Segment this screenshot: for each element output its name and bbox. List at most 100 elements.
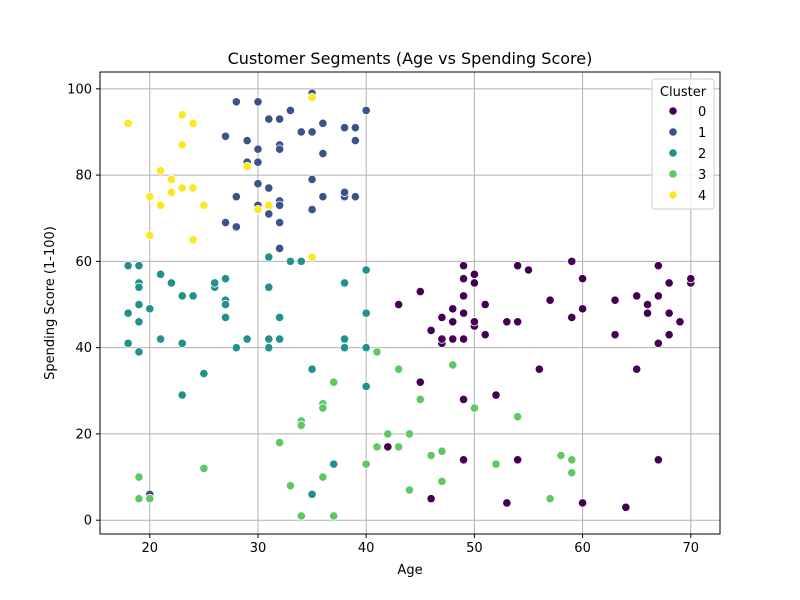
data-point xyxy=(145,230,155,241)
data-point xyxy=(653,338,663,348)
data-point xyxy=(372,347,382,357)
data-point xyxy=(394,364,404,374)
x-tick-label: 50 xyxy=(466,541,483,556)
data-point xyxy=(166,278,177,288)
data-point xyxy=(458,261,469,271)
data-point xyxy=(231,97,241,107)
data-point xyxy=(404,429,415,439)
data-point xyxy=(577,274,588,284)
data-point xyxy=(632,364,642,374)
y-tick-label: 100 xyxy=(67,82,92,97)
data-point xyxy=(155,200,166,210)
data-point xyxy=(383,442,393,452)
data-point xyxy=(350,192,360,202)
data-point xyxy=(177,338,187,348)
x-tick-label: 20 xyxy=(141,541,158,556)
data-point xyxy=(426,494,436,504)
legend-label: 1 xyxy=(698,126,706,141)
plot-frame xyxy=(99,71,721,535)
x-tick-label: 30 xyxy=(250,541,267,556)
data-point xyxy=(383,429,393,439)
data-point xyxy=(577,498,588,508)
data-point xyxy=(350,123,360,133)
data-point xyxy=(415,394,425,405)
data-point xyxy=(264,252,274,262)
data-point xyxy=(339,334,350,344)
data-point xyxy=(567,455,577,465)
data-point xyxy=(307,364,317,374)
data-point xyxy=(642,299,653,310)
data-point xyxy=(177,390,187,400)
data-point xyxy=(545,295,555,305)
data-point xyxy=(502,317,512,327)
data-point xyxy=(296,420,306,430)
legend-marker xyxy=(668,190,678,200)
data-point xyxy=(242,135,252,146)
data-point xyxy=(123,338,133,348)
y-tick-label: 40 xyxy=(75,341,92,356)
data-point xyxy=(480,330,490,340)
data-point xyxy=(361,308,371,318)
data-point xyxy=(220,131,231,141)
data-point xyxy=(242,161,252,172)
data-point xyxy=(513,412,523,422)
data-point xyxy=(275,200,285,210)
data-point xyxy=(469,403,479,413)
y-tick-label: 60 xyxy=(75,255,92,270)
series-4 xyxy=(123,92,317,262)
data-point xyxy=(513,261,523,271)
data-point xyxy=(285,481,296,491)
data-point xyxy=(307,205,317,215)
data-point xyxy=(415,377,425,387)
data-point xyxy=(242,334,252,344)
data-point xyxy=(318,403,328,413)
legend: Cluster 0 1 2 3 4 xyxy=(651,78,715,210)
data-point xyxy=(264,200,274,210)
data-point xyxy=(134,282,144,292)
data-point xyxy=(372,442,382,452)
data-points xyxy=(123,88,696,521)
data-point xyxy=(264,334,274,344)
data-point xyxy=(458,334,469,344)
data-point xyxy=(653,261,663,271)
data-point xyxy=(458,394,469,405)
chart-title: Customer Segments (Age vs Spending Score… xyxy=(228,49,593,68)
plot-background xyxy=(100,72,720,534)
data-point xyxy=(437,446,447,456)
data-point xyxy=(329,511,339,521)
data-point xyxy=(437,312,447,323)
data-point xyxy=(155,334,166,344)
data-point xyxy=(123,308,133,318)
data-point xyxy=(653,455,663,465)
data-point xyxy=(134,261,144,271)
data-point xyxy=(264,343,274,353)
data-point xyxy=(361,459,371,469)
data-point xyxy=(296,256,306,266)
data-point xyxy=(275,334,285,344)
data-point xyxy=(134,494,144,504)
data-point xyxy=(123,118,133,128)
data-point xyxy=(134,347,144,357)
data-point xyxy=(123,261,133,271)
data-point xyxy=(253,205,263,215)
data-point xyxy=(329,459,339,469)
x-axis-ticks: 20 30 40 50 60 70 xyxy=(141,534,699,556)
data-point xyxy=(285,256,296,266)
data-point xyxy=(155,166,166,176)
data-point xyxy=(480,299,490,310)
legend-title: Cluster xyxy=(660,85,707,100)
data-point xyxy=(275,437,285,448)
data-point xyxy=(253,157,263,167)
data-point xyxy=(188,183,198,193)
data-point xyxy=(610,330,620,340)
data-point xyxy=(491,459,501,469)
data-point xyxy=(361,343,371,353)
data-point xyxy=(664,278,674,288)
data-point xyxy=(166,187,177,197)
data-point xyxy=(199,368,209,379)
data-point xyxy=(275,144,285,154)
data-point xyxy=(307,489,317,499)
y-axis-label: Spending Score (1-100) xyxy=(43,226,58,380)
series-3 xyxy=(134,347,577,521)
data-point xyxy=(307,252,317,262)
